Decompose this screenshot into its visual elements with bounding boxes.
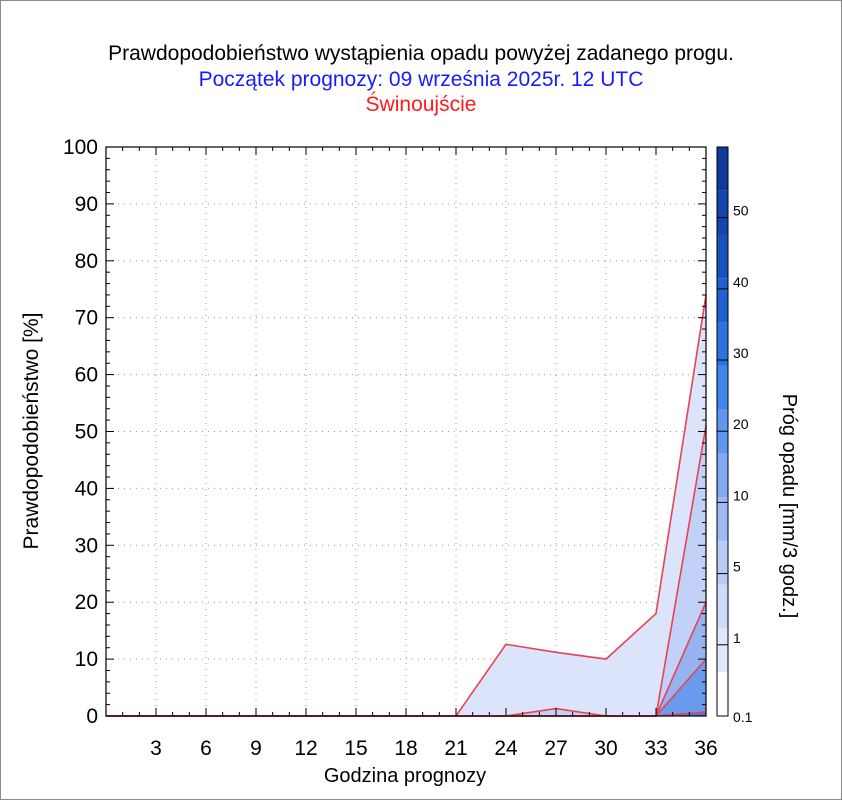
colorbar-band [717, 584, 728, 629]
colorbar-band [717, 540, 728, 585]
colorbar-tick-label: 0.1 [733, 709, 753, 725]
x-tick-label: 6 [200, 737, 212, 760]
colorbar-band [717, 190, 728, 235]
colorbar-band [717, 147, 728, 191]
y-tick-label: 10 [75, 648, 98, 671]
y-tick-label: 50 [75, 421, 98, 444]
colorbar-tick-label: 40 [733, 274, 749, 290]
chart-title: Prawdopodobieństwo wystąpienia opadu pow… [108, 42, 734, 65]
colorbar-tick-label: 50 [733, 203, 749, 219]
x-tick-label: 9 [250, 737, 262, 760]
x-tick-label: 27 [544, 737, 567, 760]
colorbar-band [717, 322, 728, 366]
forecast-start: Początek prognozy: 09 września 2025r. 12… [198, 68, 644, 91]
y-tick-label: 20 [75, 591, 98, 614]
colorbar: 0.1 1 5 10 20 30 40 50 [716, 146, 753, 725]
colorbar-tick-label: 20 [733, 416, 749, 432]
location-name: Świnoujście [365, 93, 477, 116]
x-axis-label: Godzina prognozy [324, 765, 486, 787]
colorbar-band [717, 234, 728, 279]
colorbar-band [717, 497, 728, 541]
y-tick-label: 100 [63, 136, 98, 159]
x-tick-label: 15 [344, 737, 367, 760]
y-tick-label: 40 [75, 477, 98, 500]
colorbar-band [717, 453, 728, 498]
x-tick-label: 24 [494, 737, 518, 760]
colorbar-tick-label: 5 [733, 559, 741, 575]
x-tick-label: 21 [444, 737, 467, 760]
x-tick-label: 18 [394, 737, 417, 760]
colorbar-tick-label: 1 [733, 630, 741, 646]
colorbar-band [717, 365, 728, 410]
y-tick-label: 90 [75, 193, 98, 216]
x-tick-label: 12 [294, 737, 317, 760]
x-tick-label: 30 [594, 737, 617, 760]
x-tick-label: 36 [694, 737, 717, 760]
axes: 3 6 9 12 15 18 21 24 27 30 33 360102030405060708090… [63, 136, 718, 760]
y-axis-label: Prawdopodobieństwo [%] [20, 313, 43, 550]
probability-areas [106, 294, 707, 717]
y-tick-label: 30 [75, 534, 98, 557]
grid [106, 146, 707, 717]
colorbar-band [717, 278, 728, 323]
colorbar-band [717, 672, 728, 716]
area-threshold-0 [106, 294, 706, 716]
colorbar-label: Próg opadu [mm/3 godz.] [778, 394, 800, 619]
x-tick-label: 3 [150, 737, 162, 760]
colorbar-tick-label: 30 [733, 345, 749, 361]
colorbar-tick-label: 10 [733, 487, 749, 503]
x-tick-label: 33 [644, 737, 667, 760]
y-tick-label: 70 [75, 307, 98, 330]
colorbar-band [717, 628, 728, 673]
y-tick-label: 0 [86, 705, 98, 728]
y-tick-label: 60 [75, 364, 98, 387]
y-tick-label: 80 [75, 250, 98, 273]
